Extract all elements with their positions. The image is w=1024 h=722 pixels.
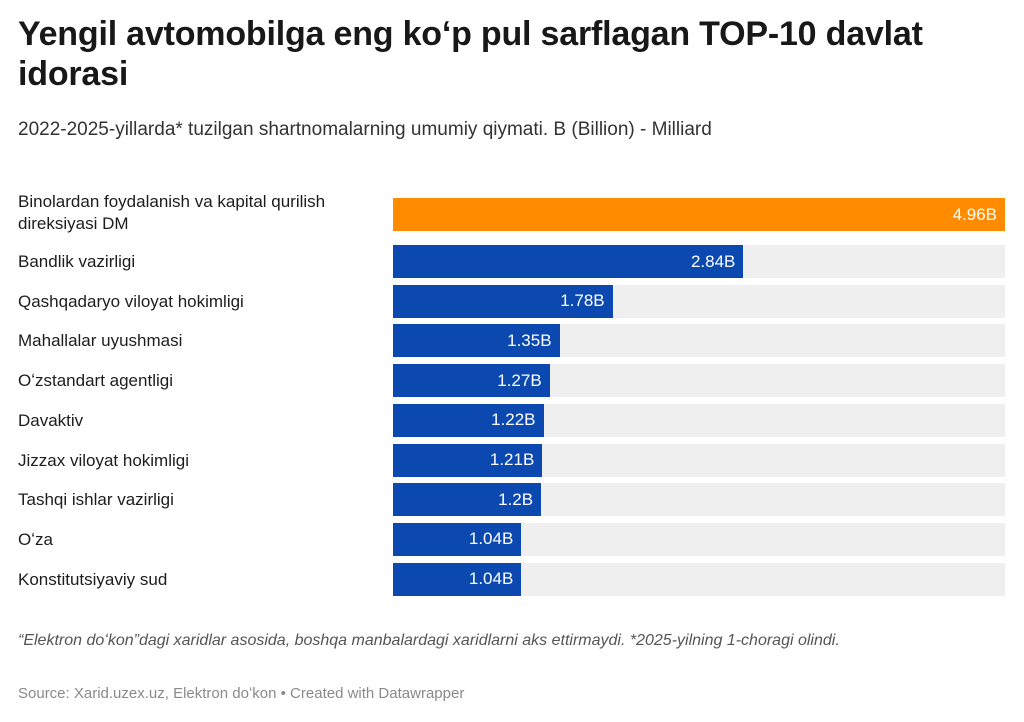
bar: 1.04B (393, 522, 522, 556)
bar-row: Davaktiv 1.22B (0, 403, 1024, 439)
category-label: Oʻza (18, 529, 53, 549)
category-label: Tashqi ishlar vazirligi (18, 490, 174, 510)
bar-value-label: 1.78B (560, 291, 605, 311)
bar-row: Bandlik vazirligi 2.84B (0, 244, 1024, 280)
bar-row: Binolardan foydalanish va kapital qurili… (0, 190, 1024, 236)
bar-value-label: 2.84B (690, 251, 736, 271)
category-label: Oʻzstandart agentligi (18, 371, 173, 391)
bar-value-label: 1.04B (468, 569, 514, 589)
category-label: Konstitutsiyaviy sud (18, 569, 168, 589)
bar: 1.2B (393, 483, 542, 517)
bar: 2.84B (393, 245, 744, 278)
bar-track: 1.04B (393, 522, 1005, 556)
bar-track: 1.27B (393, 364, 1005, 398)
category-label: Mahallalar uyushmasi (18, 331, 183, 351)
bar-row: Tashqi ishlar vazirligi 1.2B (0, 482, 1024, 518)
chart-title: Yengil avtomobilga eng koʻp pul sarflaga… (18, 15, 923, 93)
bar-track: 1.35B (393, 324, 1005, 358)
bar: 1.21B (393, 443, 543, 477)
bar: 4.96B (393, 198, 1005, 231)
bar-row: Jizzax viloyat hokimligi 1.21B (0, 443, 1024, 479)
bar-row: Oʻza 1.04B (0, 522, 1024, 558)
bar-row: Konstitutsiyaviy sud 1.04B (0, 562, 1024, 598)
bar-row: Mahallalar uyushmasi 1.35B (0, 323, 1024, 359)
bar-track: 1.04B (393, 562, 1005, 596)
bar-chart: Binolardan foydalanish va kapital qurili… (0, 190, 1024, 605)
source-line: Source: Xarid.uzex.uz, Elektron doʻkon •… (18, 685, 465, 702)
category-label: Jizzax viloyat hokimligi (18, 450, 189, 470)
category-label: Bandlik vazirligi (18, 252, 136, 271)
category-label: Binolardan foydalanish va kapital qurili… (18, 192, 326, 233)
bar: 1.22B (393, 403, 544, 437)
bar-track: 1.78B (393, 284, 1005, 318)
bar-track: 2.84B (393, 245, 1005, 278)
bar-value-label: 1.35B (507, 330, 552, 350)
bar: 1.78B (393, 284, 613, 318)
bar-row: Qashqadaryo viloyat hokimligi 1.78B (0, 284, 1024, 320)
bar-value-label: 1.22B (491, 410, 536, 430)
bar-value-label: 1.2B (498, 489, 534, 509)
bar-track: 1.22B (393, 403, 1005, 437)
bar-track: 4.96B (393, 198, 1005, 231)
bar-value-label: 1.04B (468, 529, 514, 549)
bar-value-label: 1.21B (489, 450, 535, 469)
bar-value-label: 4.96B (952, 204, 997, 224)
footnote: “Elektron doʻkon”dagi xaridlar asosida, … (18, 632, 840, 649)
chart-subtitle: 2022-2025-yillarda* tuzilgan shartnomala… (18, 119, 712, 140)
category-label: Qashqadaryo viloyat hokimligi (18, 291, 244, 311)
bar-track: 1.21B (393, 443, 1005, 477)
bar-track: 1.2B (393, 483, 1005, 517)
bar: 1.35B (393, 324, 560, 358)
bar-value-label: 1.27B (497, 370, 542, 390)
bar-row: Oʻzstandart agentligi 1.27B (0, 363, 1024, 399)
bar: 1.04B (393, 562, 522, 596)
bar: 1.27B (393, 364, 550, 398)
category-label: Davaktiv (18, 410, 84, 430)
